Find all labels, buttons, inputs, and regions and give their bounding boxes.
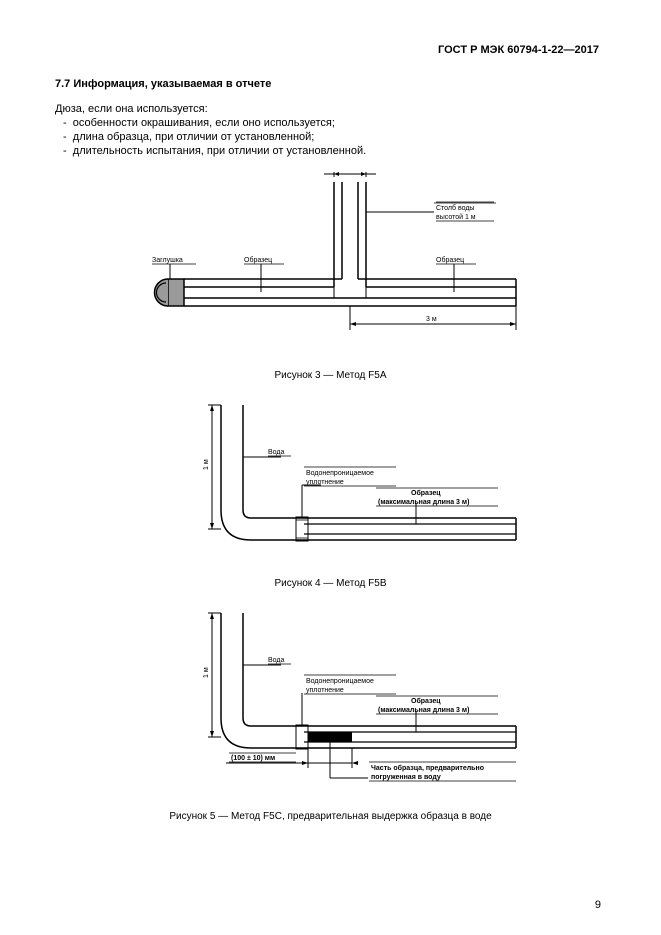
figure-4-svg: 1 м Вода Водонепроницаемое уплотнение Об… (96, 395, 566, 570)
seal-label-1: Водонепроницаемое (306, 470, 374, 477)
dim-1m-label: 1 м (203, 667, 210, 678)
page: ГОСТ Р МЭК 60794-1-22—2017 7.7 Информаци… (0, 0, 661, 935)
seal-label-1: Водонепроницаемое (306, 678, 374, 685)
figure-5-caption: Рисунок 5 — Метод F5C, предварительная в… (55, 811, 606, 822)
bullet-item: - особенности окрашивания, если оно испо… (55, 116, 606, 130)
sample-label: Образец (411, 697, 441, 705)
intro-line: Дюза, если она используется: (55, 102, 606, 116)
figure-3-caption: Рисунок 3 — Метод F5A (55, 370, 606, 381)
dim-3m-label: 3 м (426, 316, 437, 323)
column-label-1: Столб воды (436, 204, 474, 212)
figure-4-caption: Рисунок 4 — Метод F5B (55, 578, 606, 589)
water-label: Вода (268, 449, 284, 456)
dim-1m-label: 1 м (203, 459, 210, 470)
section-heading: 7.7 Информация, указываемая в отчете (55, 78, 606, 90)
bullet-item: - длительность испытания, при отличии от… (55, 144, 606, 158)
bullet-text: длительность испытания, при отличии от у… (73, 145, 366, 157)
maxlen-label: (максимальная длина 3 м) (378, 707, 469, 714)
immersed-label-1: Часть образца, предварительно (371, 764, 484, 772)
bullet-text: особенности окрашивания, если оно исполь… (73, 117, 335, 129)
dim-100-label: (100 ± 10) мм (231, 755, 275, 762)
water-label: Вода (268, 657, 284, 664)
seal-label-2: уплотнение (306, 687, 344, 694)
maxlen-label: (максимальная длина 3 м) (378, 499, 469, 506)
figure-4: 1 м Вода Водонепроницаемое уплотнение Об… (55, 395, 606, 589)
sample-label-left: Образец (244, 256, 272, 264)
figure-5: 1 м Вода Водонепроницаемое уплотнение Об… (55, 603, 606, 822)
bullet-item: - длина образца, при отличии от установл… (55, 130, 606, 144)
figure-3-svg: 25 мм Столб воды высотой 1 м (96, 172, 566, 362)
page-number: 9 (595, 899, 601, 911)
sample-label-right: Образец (436, 256, 464, 264)
sample-label: Образец (411, 489, 441, 497)
figure-5-svg: 1 м Вода Водонепроницаемое уплотнение Об… (96, 603, 566, 803)
figure-3: 25 мм Столб воды высотой 1 м (55, 172, 606, 381)
column-label-2: высотой 1 м (436, 213, 476, 221)
document-code: ГОСТ Р МЭК 60794-1-22—2017 (438, 44, 599, 56)
plug-label: Заглушка (152, 257, 183, 264)
seal-label-2: уплотнение (306, 479, 344, 486)
immersed-label-2: погруженная в воду (371, 774, 441, 781)
bullet-text: длина образца, при отличии от установлен… (73, 131, 315, 143)
intro-block: Дюза, если она используется: - особеннос… (55, 102, 606, 158)
